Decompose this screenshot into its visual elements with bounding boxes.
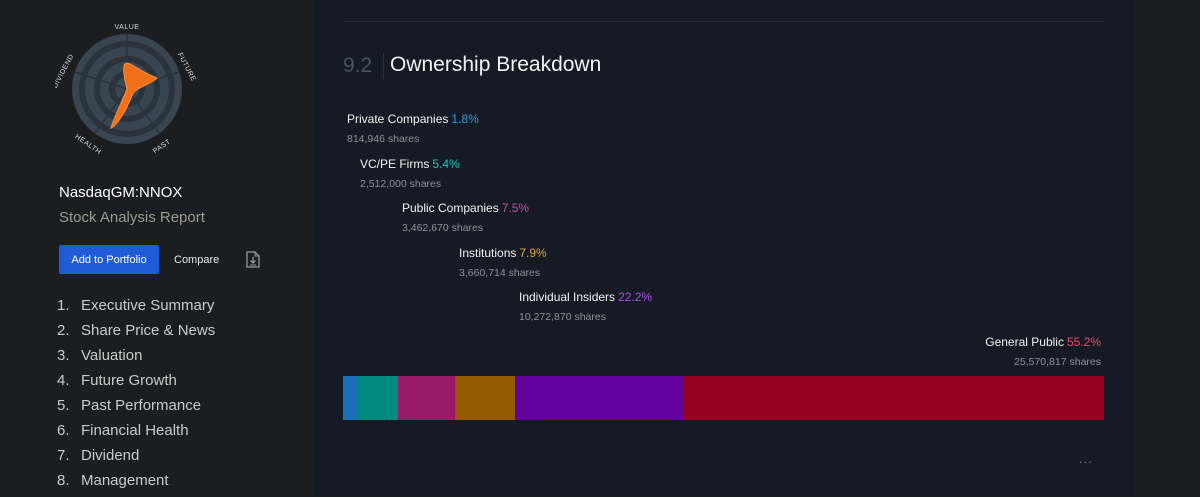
- snowflake-shape: [110, 62, 159, 130]
- toc-label: Share Price & News: [81, 322, 216, 339]
- toc-label: Past Performance: [81, 397, 202, 414]
- owner-label-private-companies: Private Companies 1.8% 814,946 shares: [347, 110, 479, 145]
- section-top-divider: [343, 21, 1104, 22]
- toc-number: 2.: [57, 322, 70, 339]
- toc-number: 6.: [57, 422, 70, 439]
- bar-segment-private-companies[interactable]: [343, 376, 357, 420]
- toc-label: Future Growth: [81, 372, 177, 389]
- more-options-button[interactable]: ...: [1079, 451, 1093, 466]
- toc-item-dividend[interactable]: 7. Dividend: [57, 447, 215, 472]
- main-panel: 9.2 Ownership Breakdown Private Companie…: [314, 0, 1135, 496]
- owner-name: Individual Insiders: [519, 290, 616, 304]
- toc-number: 5.: [57, 397, 70, 414]
- owner-label-vc-pe-firms: VC/PE Firms 5.4% 2,512,000 shares: [360, 155, 460, 190]
- toc-item-management[interactable]: 8. Management: [57, 472, 215, 497]
- add-to-portfolio-button[interactable]: Add to Portfolio: [59, 245, 159, 274]
- toc-number: 7.: [57, 447, 70, 464]
- toc-item-future-growth[interactable]: 4. Future Growth: [57, 372, 215, 397]
- snowflake-chart: VALUE FUTURE PAST HEALTH DIVIDEND: [55, 24, 197, 156]
- toc-number: 8.: [57, 472, 70, 489]
- section-title-divider: [383, 53, 384, 79]
- ownership-stacked-bar: [343, 376, 1104, 420]
- ticker-symbol: NasdaqGM:NNOX: [59, 184, 183, 201]
- toc-label: Executive Summary: [81, 297, 215, 314]
- toc-label: Valuation: [81, 347, 143, 364]
- right-gutter: [1135, 0, 1200, 496]
- owner-name: General Public: [985, 335, 1064, 349]
- bar-segment-individual-insiders[interactable]: [514, 376, 684, 420]
- owner-shares: 3,462,670 shares: [402, 222, 484, 234]
- toc-item-financial-health[interactable]: 6. Financial Health: [57, 422, 215, 447]
- owner-shares: 10,272,870 shares: [519, 311, 606, 323]
- owner-label-individual-insiders: Individual Insiders 22.2% 10,272,870 shar…: [519, 288, 652, 323]
- owner-percent: 1.8%: [451, 112, 479, 126]
- toc-item-executive-summary[interactable]: 1. Executive Summary: [57, 297, 215, 322]
- bar-segment-general-public[interactable]: [683, 376, 1104, 420]
- report-subtitle: Stock Analysis Report: [59, 209, 205, 226]
- axis-label-health: HEALTH: [74, 133, 103, 156]
- toc-label: Management: [81, 472, 169, 489]
- owner-shares: 25,570,817 shares: [1014, 356, 1101, 368]
- section-title: Ownership Breakdown: [390, 53, 602, 76]
- owner-percent: 22.2%: [618, 290, 653, 304]
- toc-item-valuation[interactable]: 3. Valuation: [57, 347, 215, 372]
- owner-label-public-companies: Public Companies 7.5% 3,462,670 shares: [402, 199, 529, 234]
- section-number: 9.2: [343, 54, 373, 77]
- table-of-contents: 1. Executive Summary 2. Share Price & News…: [57, 297, 215, 497]
- toc-number: 3.: [57, 347, 70, 364]
- download-icon[interactable]: [246, 251, 260, 268]
- bar-segment-vc-pe-firms[interactable]: [356, 376, 398, 420]
- owner-label-general-public: General Public 55.2% 25,570,817 shares: [985, 333, 1101, 368]
- owner-name: Institutions: [459, 246, 517, 260]
- compare-button[interactable]: Compare: [165, 245, 228, 274]
- toc-label: Dividend: [81, 447, 140, 464]
- owner-shares: 3,660,714 shares: [459, 267, 541, 279]
- owner-shares: 2,512,000 shares: [360, 178, 442, 190]
- sidebar: VALUE FUTURE PAST HEALTH DIVIDEND Nasdaq…: [0, 0, 314, 496]
- axis-label-value: VALUE: [115, 24, 140, 31]
- owner-shares: 814,946 shares: [347, 133, 420, 145]
- owner-percent: 7.9%: [519, 246, 547, 260]
- bar-segment-public-companies[interactable]: [397, 376, 455, 420]
- toc-number: 1.: [57, 297, 70, 314]
- bar-segment-institutions[interactable]: [454, 376, 515, 420]
- toc-number: 4.: [57, 372, 70, 389]
- owner-percent: 5.4%: [432, 157, 460, 171]
- axis-label-past: PAST: [152, 138, 172, 155]
- owner-percent: 55.2%: [1066, 335, 1101, 349]
- owner-name: Public Companies: [402, 201, 499, 215]
- toc-item-past-performance[interactable]: 5. Past Performance: [57, 397, 215, 422]
- owner-name: VC/PE Firms: [360, 157, 430, 171]
- toc-label: Financial Health: [81, 422, 189, 439]
- owner-label-institutions: Institutions 7.9% 3,660,714 shares: [459, 244, 547, 279]
- owner-name: Private Companies: [347, 112, 449, 126]
- owner-percent: 7.5%: [501, 201, 530, 215]
- toc-item-share-price-news[interactable]: 2. Share Price & News: [57, 322, 215, 347]
